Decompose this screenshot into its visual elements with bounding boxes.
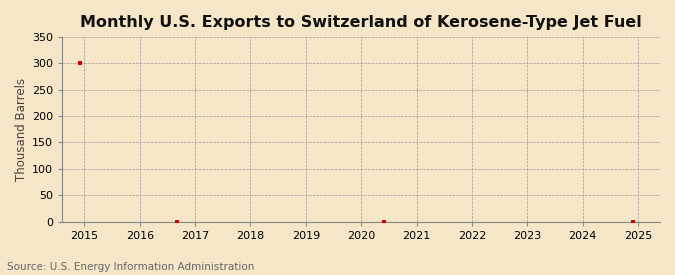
Y-axis label: Thousand Barrels: Thousand Barrels (15, 78, 28, 181)
Title: Monthly U.S. Exports to Switzerland of Kerosene-Type Jet Fuel: Monthly U.S. Exports to Switzerland of K… (80, 15, 642, 30)
Text: Source: U.S. Energy Information Administration: Source: U.S. Energy Information Administ… (7, 262, 254, 272)
